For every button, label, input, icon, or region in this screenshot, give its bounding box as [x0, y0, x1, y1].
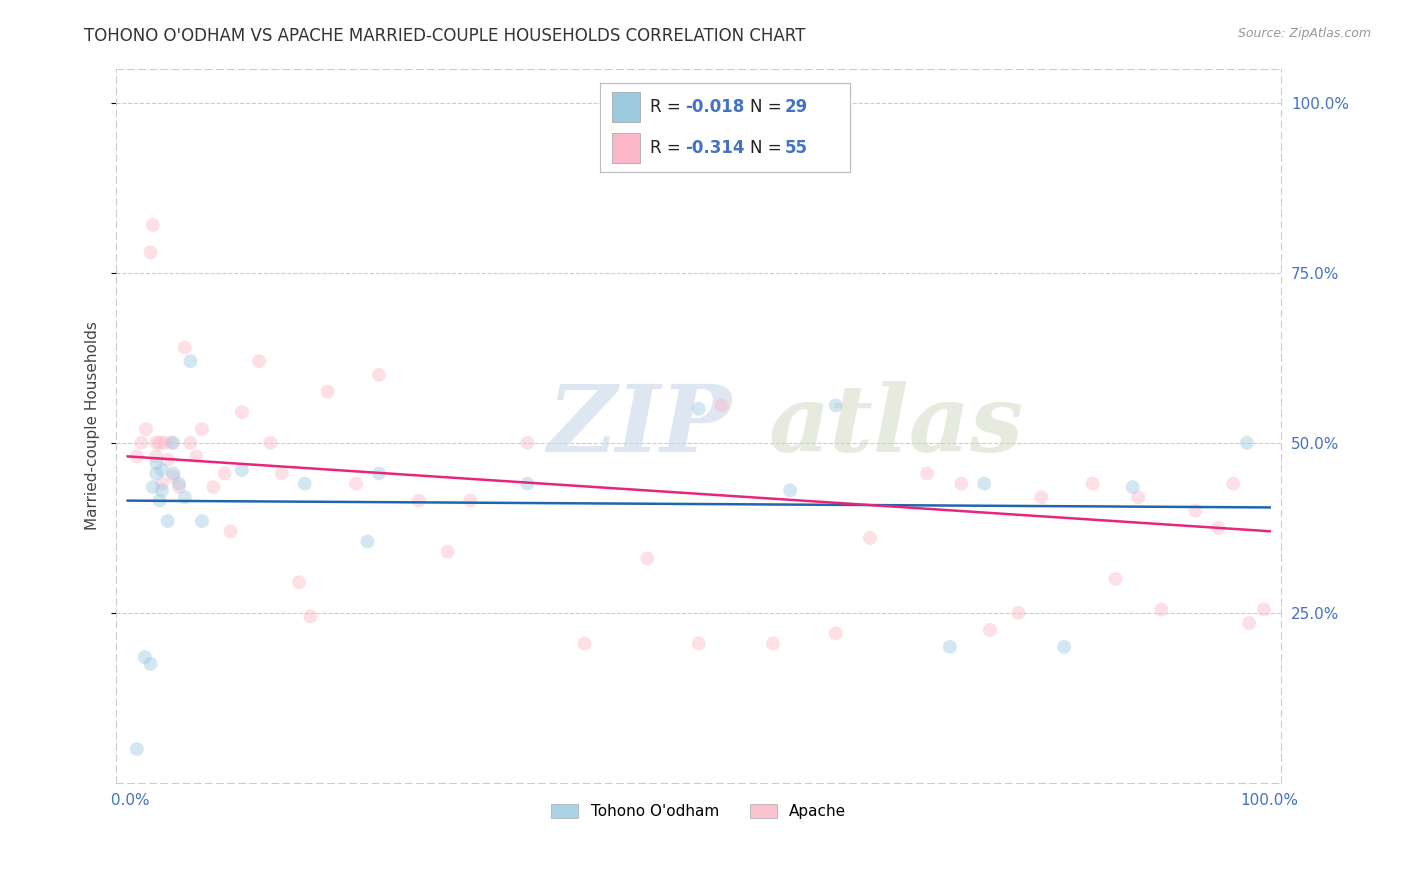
Point	[186, 450, 208, 464]
Point	[191, 422, 214, 436]
Point	[173, 490, 195, 504]
Point	[135, 422, 157, 436]
Point	[156, 514, 179, 528]
Point	[247, 354, 270, 368]
Point	[219, 524, 242, 539]
Point	[1122, 480, 1144, 494]
Point	[145, 435, 167, 450]
Point	[142, 218, 165, 232]
Point	[688, 401, 710, 416]
Point	[516, 435, 538, 450]
Point	[145, 456, 167, 470]
Point	[344, 476, 367, 491]
Text: ZIP: ZIP	[547, 381, 731, 471]
Point	[950, 476, 973, 491]
Point	[167, 476, 190, 491]
Point	[1222, 476, 1244, 491]
Point	[516, 476, 538, 491]
Point	[1150, 602, 1173, 616]
Point	[458, 493, 481, 508]
Point	[160, 435, 183, 450]
Point	[1053, 640, 1076, 654]
Point	[356, 534, 378, 549]
Point	[288, 575, 311, 590]
Point	[156, 452, 179, 467]
Point	[150, 463, 173, 477]
Point	[270, 467, 292, 481]
Point	[710, 398, 733, 412]
Point	[939, 640, 962, 654]
Point	[436, 544, 458, 558]
Legend: Tohono O'odham, Apache: Tohono O'odham, Apache	[546, 798, 852, 825]
Point	[179, 435, 201, 450]
Point	[149, 493, 172, 508]
Point	[142, 480, 165, 494]
Text: Source: ZipAtlas.com: Source: ZipAtlas.com	[1237, 27, 1371, 40]
Point	[1237, 616, 1260, 631]
Point	[167, 480, 190, 494]
Point	[145, 467, 167, 481]
Point	[1184, 504, 1206, 518]
Point	[688, 636, 710, 650]
Point	[636, 551, 658, 566]
Point	[149, 435, 172, 450]
Point	[162, 467, 184, 481]
Point	[979, 623, 1001, 637]
Point	[125, 742, 148, 756]
Point	[153, 435, 176, 450]
Point	[316, 384, 339, 399]
Point	[1236, 435, 1258, 450]
Point	[231, 463, 253, 477]
Y-axis label: Married-couple Households: Married-couple Households	[86, 321, 100, 530]
Point	[150, 483, 173, 498]
Point	[125, 450, 148, 464]
Point	[1206, 521, 1229, 535]
Point	[162, 435, 184, 450]
Point	[1104, 572, 1126, 586]
Point	[231, 405, 253, 419]
Point	[139, 657, 162, 671]
Point	[134, 650, 156, 665]
Point	[179, 354, 201, 368]
Point	[259, 435, 281, 450]
Point	[1128, 490, 1150, 504]
Point	[824, 398, 846, 412]
Point	[173, 341, 195, 355]
Point	[139, 245, 162, 260]
Point	[214, 467, 236, 481]
Point	[408, 493, 430, 508]
Point	[1081, 476, 1104, 491]
Text: TOHONO O'ODHAM VS APACHE MARRIED-COUPLE HOUSEHOLDS CORRELATION CHART: TOHONO O'ODHAM VS APACHE MARRIED-COUPLE …	[84, 27, 806, 45]
Point	[779, 483, 801, 498]
Point	[915, 467, 938, 481]
Point	[299, 609, 322, 624]
Point	[824, 626, 846, 640]
Point	[131, 435, 153, 450]
Point	[294, 476, 316, 491]
Point	[150, 476, 173, 491]
Point	[1007, 606, 1029, 620]
Point	[191, 514, 214, 528]
Point	[202, 480, 225, 494]
Text: atlas: atlas	[769, 381, 1024, 471]
Point	[368, 368, 391, 382]
Point	[368, 467, 391, 481]
Point	[762, 636, 785, 650]
Point	[1031, 490, 1053, 504]
Point	[574, 636, 596, 650]
Point	[1253, 602, 1275, 616]
Point	[973, 476, 995, 491]
Point	[162, 470, 184, 484]
Point	[145, 450, 167, 464]
Point	[859, 531, 882, 545]
